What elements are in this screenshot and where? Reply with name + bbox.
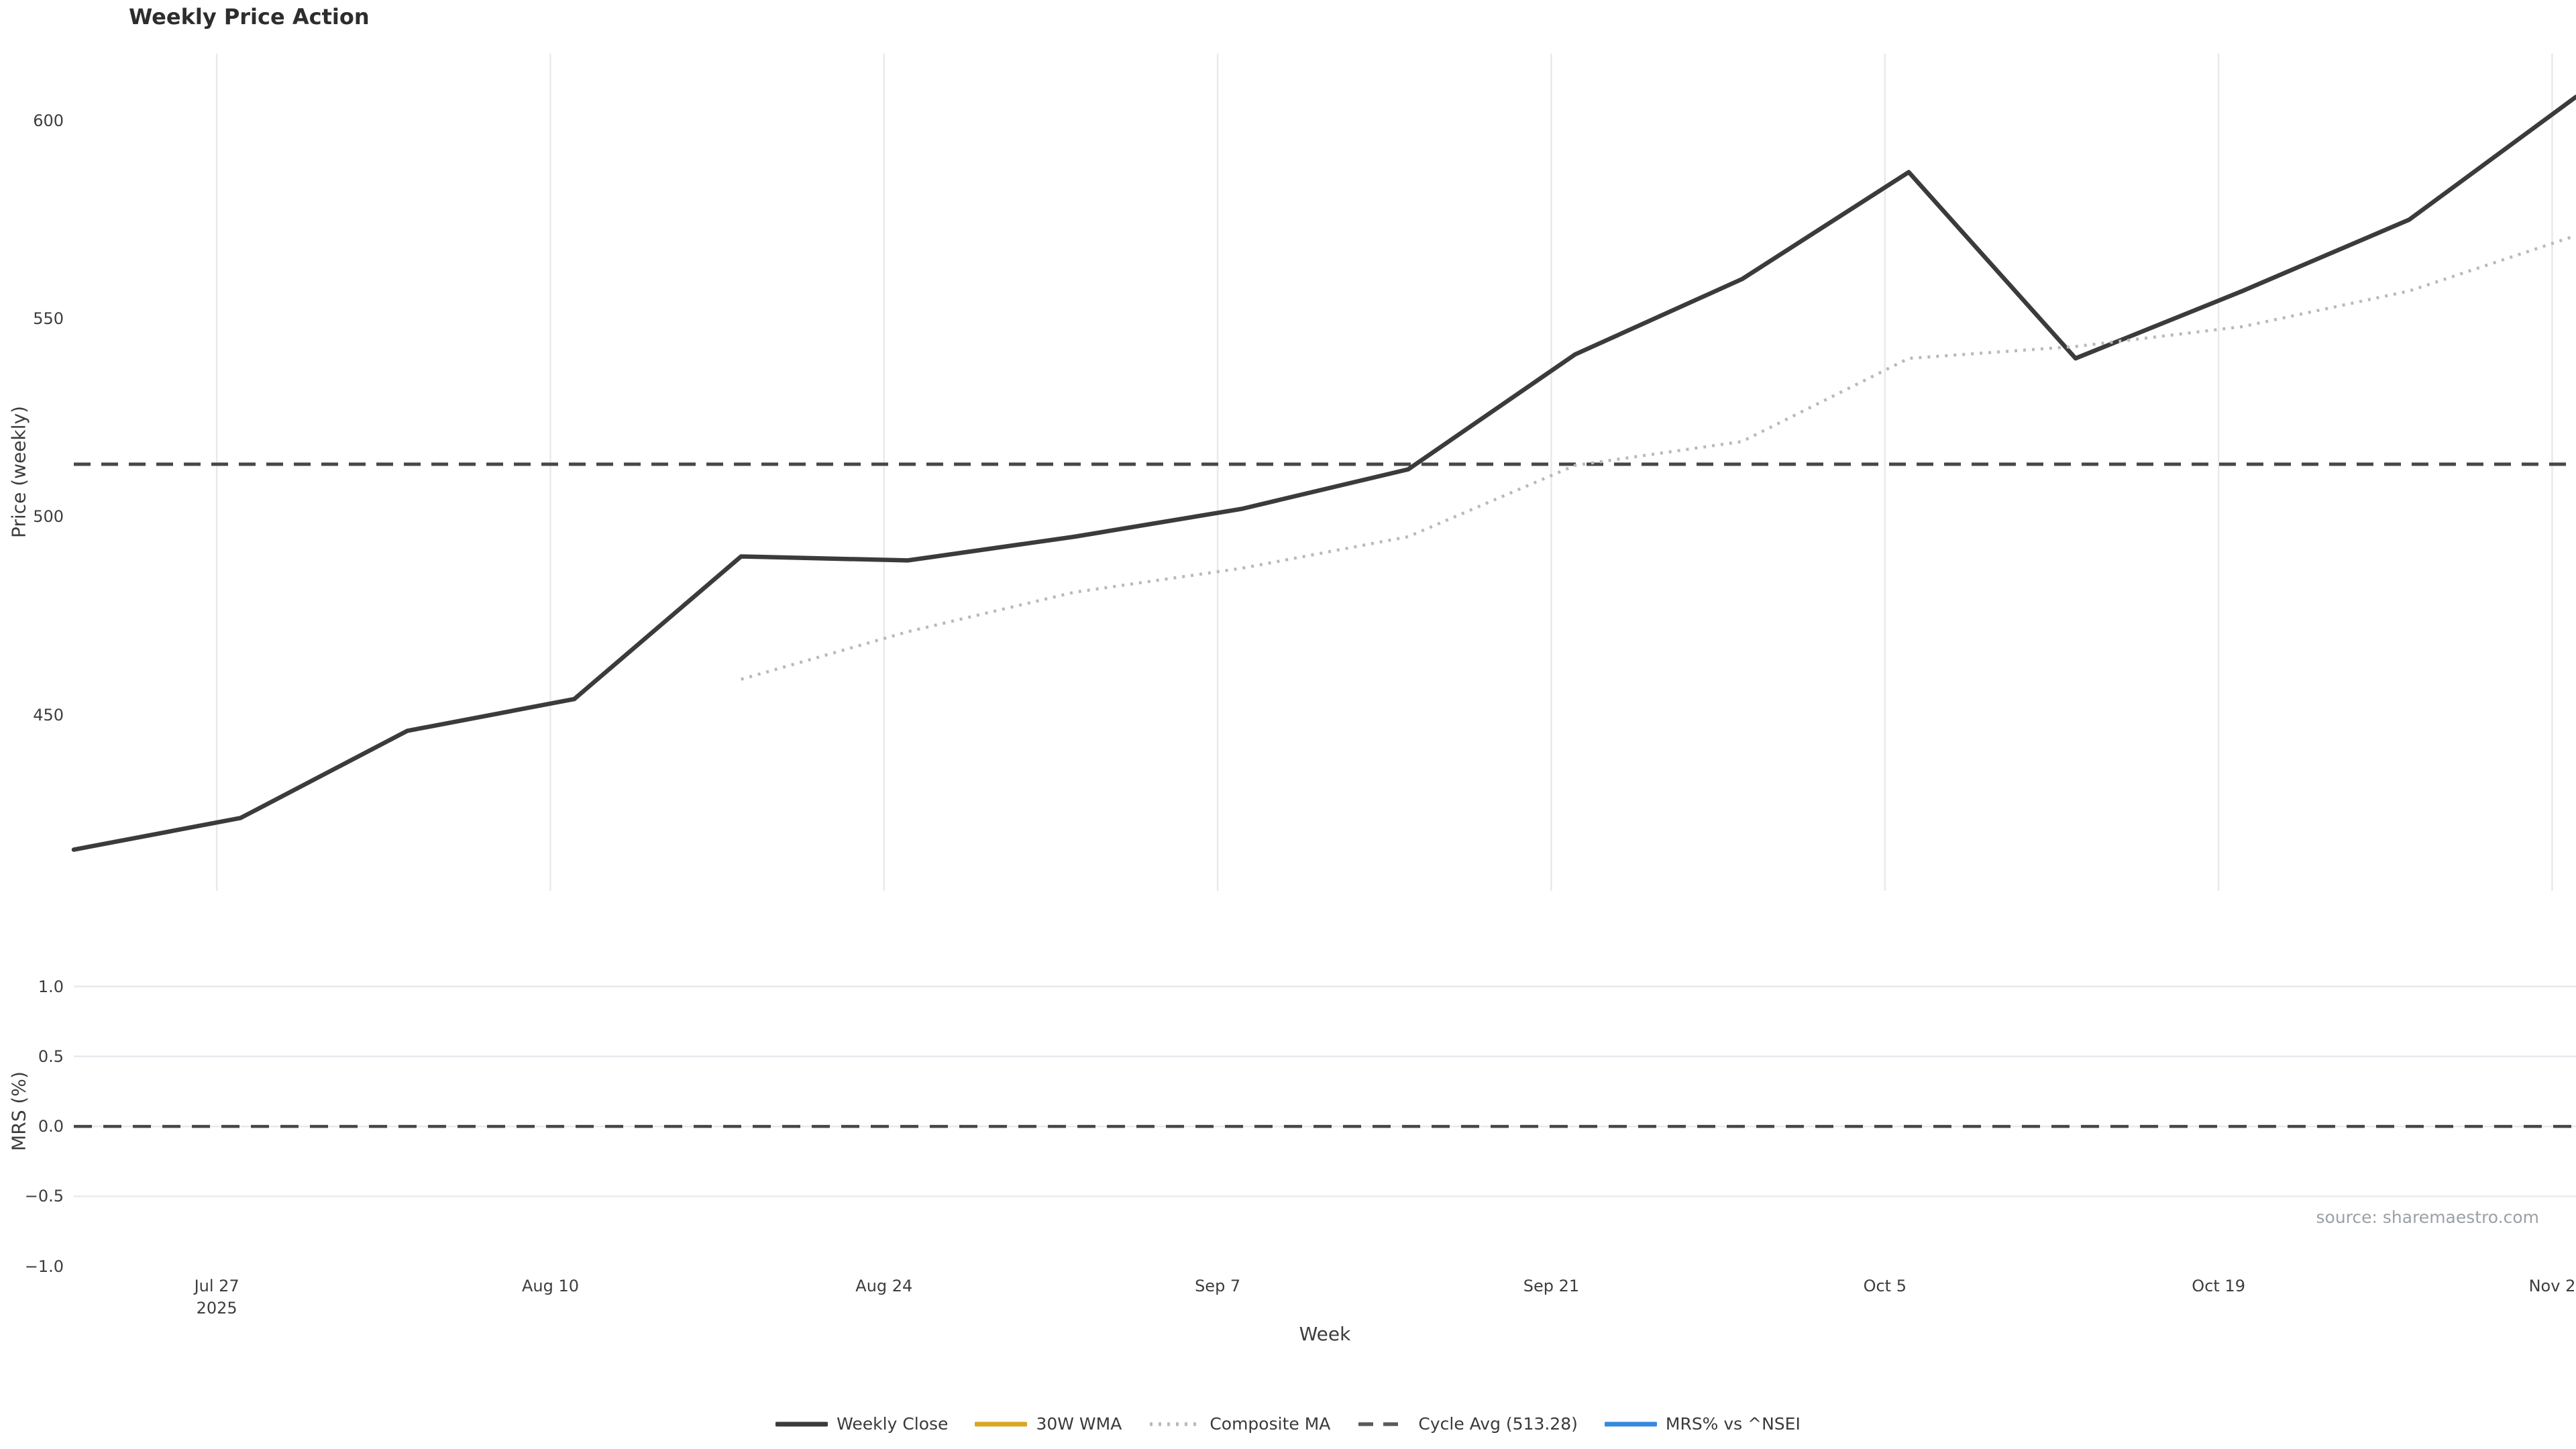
series-composite-ma <box>741 233 2576 681</box>
legend-label: 30W WMA <box>1036 1414 1122 1434</box>
price-ytick: 600 <box>33 111 64 130</box>
legend-item-mrs-vs-nsei: MRS% vs ^NSEI <box>1604 1414 1801 1434</box>
x-tick: Oct 5 <box>1863 1277 1907 1295</box>
legend-label: Composite MA <box>1210 1414 1331 1434</box>
legend-swatch-dashed-line <box>1358 1421 1409 1426</box>
price-axis-label: Price (weekly) <box>7 406 30 539</box>
legend-swatch-solid-line <box>1604 1421 1657 1426</box>
mrs-ytick: −0.5 <box>24 1187 64 1206</box>
mrs-ytick: 1.0 <box>38 977 64 996</box>
x-tick: Jul 27 2025 <box>194 1277 239 1318</box>
series-weekly-close <box>71 95 2576 852</box>
legend-label: Weekly Close <box>837 1414 949 1434</box>
legend-item-weekly-close: Weekly Close <box>775 1414 948 1434</box>
legend: Weekly Close 30W WMA Composite MA Cycle Avg… <box>0 1414 2576 1434</box>
mrs-ytick: −1.0 <box>24 1256 64 1276</box>
x-tick: Aug 10 <box>521 1277 579 1295</box>
legend-label: Cycle Avg (513.28) <box>1418 1414 1578 1434</box>
price-ytick: 550 <box>33 309 64 329</box>
price-ytick: 450 <box>33 705 64 724</box>
price-gridlines <box>215 54 2553 891</box>
price-ytick: 500 <box>33 507 64 527</box>
source-note: source: sharemaestro.com <box>2316 1208 2540 1227</box>
chart-title: Weekly Price Action <box>129 4 370 30</box>
x-tick: Oct 19 <box>2192 1277 2245 1295</box>
x-tick: Aug 24 <box>855 1277 913 1295</box>
legend-swatch-dotted-line <box>1150 1421 1200 1426</box>
mrs-ytick: 0.5 <box>38 1046 64 1066</box>
x-tick: Sep 21 <box>1523 1277 1580 1295</box>
legend-item-cycle-avg-513-28-: Cycle Avg (513.28) <box>1357 1414 1578 1434</box>
x-tick: Nov 2 <box>2528 1277 2576 1295</box>
mrs-ytick: 0.0 <box>38 1117 64 1136</box>
legend-item-30w-wma: 30W WMA <box>975 1414 1122 1434</box>
legend-swatch-solid-line <box>975 1421 1028 1426</box>
mrs-gridlines <box>74 985 2576 1197</box>
x-axis-label: Week <box>1299 1323 1351 1345</box>
legend-label: MRS% vs ^NSEI <box>1665 1414 1801 1434</box>
legend-item-composite-ma: Composite MA <box>1148 1414 1330 1434</box>
x-tick: Sep 7 <box>1195 1277 1241 1295</box>
legend-swatch-solid-line <box>775 1421 828 1426</box>
